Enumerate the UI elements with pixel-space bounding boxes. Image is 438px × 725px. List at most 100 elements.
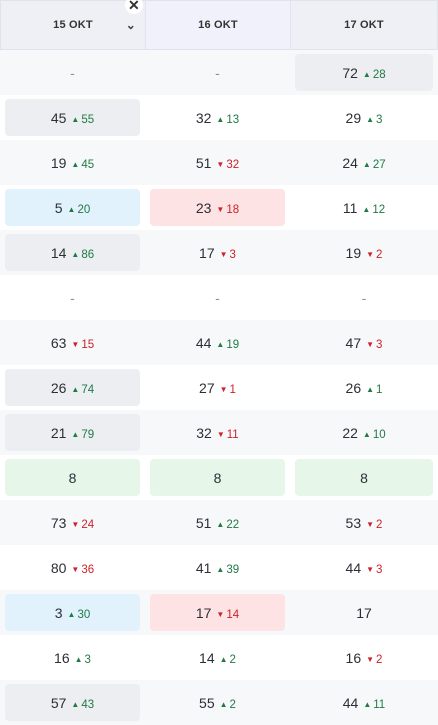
cell-value: - — [215, 64, 220, 81]
table-cell[interactable]: 3 ▲ 30 — [0, 590, 145, 635]
table-cell[interactable]: 19 ▲ 45 — [0, 140, 145, 185]
cell-content: 32 ▲ 13 — [196, 110, 239, 126]
table-cell[interactable]: - — [0, 275, 145, 320]
cell-delta: ▲ 3 — [75, 654, 91, 666]
date-header-row: 15 OKT ⌄ ✕ 16 OKT 17 OKT — [0, 0, 438, 50]
table-cell[interactable]: 73 ▼ 24 — [0, 500, 145, 545]
table-cell[interactable]: 32 ▲ 13 — [145, 95, 290, 140]
cell-value: - — [70, 64, 75, 81]
table-cell[interactable]: 22 ▲ 10 — [290, 410, 438, 455]
cell-highlight — [295, 459, 433, 496]
cell-content: 3 ▲ 30 — [55, 605, 91, 621]
table-cell[interactable]: 44 ▲ 11 — [290, 680, 438, 725]
table-cell[interactable]: 41 ▲ 39 — [145, 545, 290, 590]
delta-value: 2 — [376, 518, 383, 531]
cell-content: 26 ▲ 1 — [346, 380, 383, 396]
table-cell[interactable]: 80 ▼ 36 — [0, 545, 145, 590]
close-icon[interactable]: ✕ — [125, 0, 143, 14]
table-cell[interactable]: 72 ▲ 28 — [290, 50, 438, 95]
cell-content: 41 ▲ 39 — [196, 560, 239, 576]
cell-value: 26 — [50, 379, 67, 396]
table-cell[interactable]: 57 ▲ 43 — [0, 680, 145, 725]
delta-value: 79 — [81, 428, 95, 441]
column-header-15-okt[interactable]: 15 OKT ⌄ ✕ — [0, 0, 145, 50]
table-cell[interactable]: 21 ▲ 79 — [0, 410, 145, 455]
cell-highlight — [295, 54, 433, 91]
cell-value: 47 — [345, 334, 362, 351]
table-cell[interactable]: 51 ▼ 32 — [145, 140, 290, 185]
cell-delta: ▲ 2 — [220, 699, 236, 711]
cell-delta: ▲ 19 — [216, 339, 239, 351]
table-cell[interactable]: 53 ▼ 2 — [290, 500, 438, 545]
cell-delta: ▼ 1 — [220, 384, 236, 396]
cell-value: 8 — [213, 469, 222, 486]
table-cell[interactable]: - — [290, 275, 438, 320]
cell-value: 8 — [68, 469, 77, 486]
cell-content: 55 ▲ 2 — [199, 695, 236, 711]
delta-value: 11 — [226, 428, 239, 441]
triangle-up-icon: ▲ — [216, 339, 225, 349]
table-cell[interactable]: 23 ▼ 18 — [145, 185, 290, 230]
table-cell[interactable]: 17 — [290, 590, 438, 635]
column-header-17-okt[interactable]: 17 OKT — [290, 0, 438, 50]
table-cell[interactable]: 44 ▼ 3 — [290, 545, 438, 590]
cell-value: 14 — [50, 244, 67, 261]
table-cell[interactable]: 14 ▲ 86 — [0, 230, 145, 275]
chevron-down-icon[interactable]: ⌄ — [125, 18, 136, 32]
cell-highlight — [5, 369, 140, 406]
cell-value: 63 — [50, 334, 67, 351]
triangle-down-icon: ▼ — [216, 429, 225, 439]
cell-value: 53 — [345, 514, 362, 531]
cell-value: 21 — [50, 424, 67, 441]
table-cell[interactable]: 26 ▲ 1 — [290, 365, 438, 410]
table-cell[interactable]: 16 ▲ 3 — [0, 635, 145, 680]
table-cell[interactable]: - — [0, 50, 145, 95]
cell-delta: ▲ 79 — [71, 429, 94, 441]
delta-value: 19 — [226, 338, 240, 351]
column-header-16-okt[interactable]: 16 OKT — [145, 0, 290, 50]
triangle-down-icon: ▼ — [71, 519, 80, 529]
table-cell[interactable]: 17 ▼ 3 — [145, 230, 290, 275]
table-cell[interactable]: 63 ▼ 15 — [0, 320, 145, 365]
delta-value: 32 — [226, 158, 240, 171]
triangle-up-icon: ▲ — [71, 249, 80, 259]
table-row: --- — [0, 275, 438, 320]
table-cell[interactable]: 14 ▲ 2 — [145, 635, 290, 680]
table-cell[interactable]: 8 — [145, 455, 290, 500]
table-cell[interactable]: 29 ▲ 3 — [290, 95, 438, 140]
table-cell[interactable]: 5 ▲ 20 — [0, 185, 145, 230]
table-cell[interactable]: 44 ▲ 19 — [145, 320, 290, 365]
delta-value: 22 — [226, 518, 240, 531]
table-cell[interactable]: 55 ▲ 2 — [145, 680, 290, 725]
cell-content: 14 ▲ 86 — [51, 245, 94, 261]
delta-value: 1 — [376, 383, 383, 396]
cell-content: 8 — [360, 470, 368, 486]
table-cell[interactable]: 11 ▲ 12 — [290, 185, 438, 230]
table-cell[interactable]: 45 ▲ 55 — [0, 95, 145, 140]
table-cell[interactable]: 27 ▼ 1 — [145, 365, 290, 410]
table-cell[interactable]: 32 ▼ 11 — [145, 410, 290, 455]
triangle-up-icon: ▲ — [362, 204, 371, 214]
table-cell[interactable]: 17 ▼ 14 — [145, 590, 290, 635]
table-cell[interactable]: - — [145, 275, 290, 320]
delta-value: 11 — [373, 698, 386, 711]
table-cell[interactable]: 51 ▲ 22 — [145, 500, 290, 545]
table-cell[interactable]: - — [145, 50, 290, 95]
cell-value: 27 — [199, 379, 215, 396]
cell-delta: ▲ 2 — [220, 654, 236, 666]
table-cell[interactable]: 8 — [0, 455, 145, 500]
table-cell[interactable]: 47 ▼ 3 — [290, 320, 438, 365]
table-cell[interactable]: 16 ▼ 2 — [290, 635, 438, 680]
triangle-down-icon: ▼ — [71, 339, 80, 349]
cell-content: 44 ▼ 3 — [346, 560, 383, 576]
triangle-down-icon: ▼ — [219, 384, 228, 394]
table-row: 57 ▲ 43 55 ▲ 2 44 ▲ 11 — [0, 680, 438, 725]
cell-value: 29 — [345, 109, 362, 126]
cell-value: 44 — [345, 559, 362, 576]
table-cell[interactable]: 19 ▼ 2 — [290, 230, 438, 275]
delta-value: 20 — [77, 203, 91, 216]
triangle-down-icon: ▼ — [366, 519, 375, 529]
table-cell[interactable]: 26 ▲ 74 — [0, 365, 145, 410]
table-cell[interactable]: 8 — [290, 455, 438, 500]
table-cell[interactable]: 24 ▲ 27 — [290, 140, 438, 185]
